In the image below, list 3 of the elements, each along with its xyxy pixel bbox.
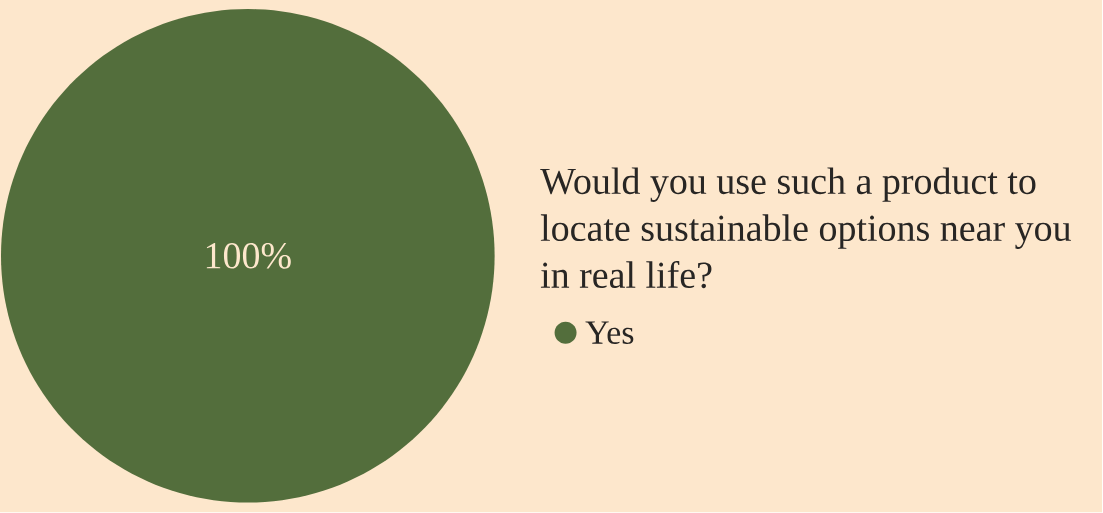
legend-label: Yes [585, 321, 634, 345]
data-label: 100% [206, 243, 291, 269]
text: Would you use such a product to locate sustainable options near you in real life? [540, 167, 1071, 289]
